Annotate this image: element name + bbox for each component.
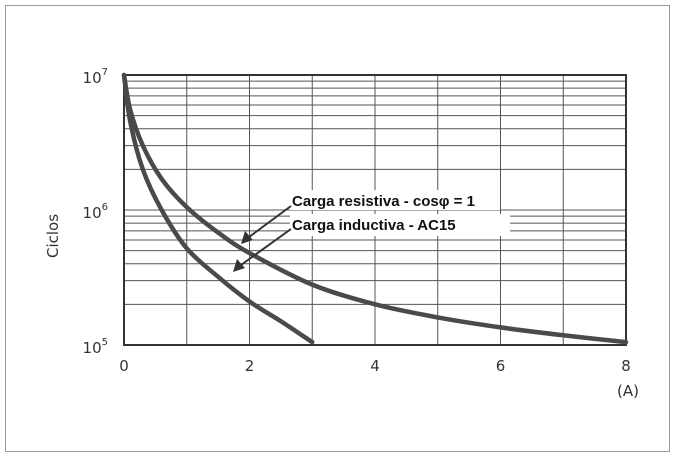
y-tick-labels: 107 106 105	[83, 67, 108, 357]
arrowhead-resistive	[241, 231, 253, 244]
annotation-1-bg	[290, 190, 500, 210]
x-tick-label: 8	[621, 357, 631, 375]
series-line-2	[121, 72, 315, 345]
x-tick-label: 6	[496, 357, 506, 375]
plot-area-border	[123, 74, 627, 346]
x-unit-label: (A)	[617, 382, 639, 400]
annotation-resistive: Carga resistiva - cosφ = 1	[292, 193, 475, 210]
arrowhead-inductive	[233, 259, 245, 272]
annotations: Carga resistiva - cosφ = 1 Carga inducti…	[233, 190, 510, 272]
series-line-1	[121, 72, 629, 345]
y-tick-label: 106	[83, 202, 108, 222]
y-tick-label: 107	[83, 67, 108, 87]
series-group	[121, 72, 629, 345]
annotation-inductive: Carga inductiva - AC15	[292, 217, 456, 234]
x-tick-label: 2	[245, 357, 255, 375]
arrow-resistive	[248, 205, 292, 238]
x-tick-labels: 0 2 4 6 8	[119, 357, 631, 375]
annotation-2-bg	[290, 214, 510, 236]
y-axis-label: Ciclos	[44, 214, 62, 258]
x-tick-label: 4	[370, 357, 380, 375]
y-tick-label: 105	[83, 337, 108, 357]
x-tick-label: 0	[119, 357, 129, 375]
arrow-inductive	[240, 228, 292, 266]
